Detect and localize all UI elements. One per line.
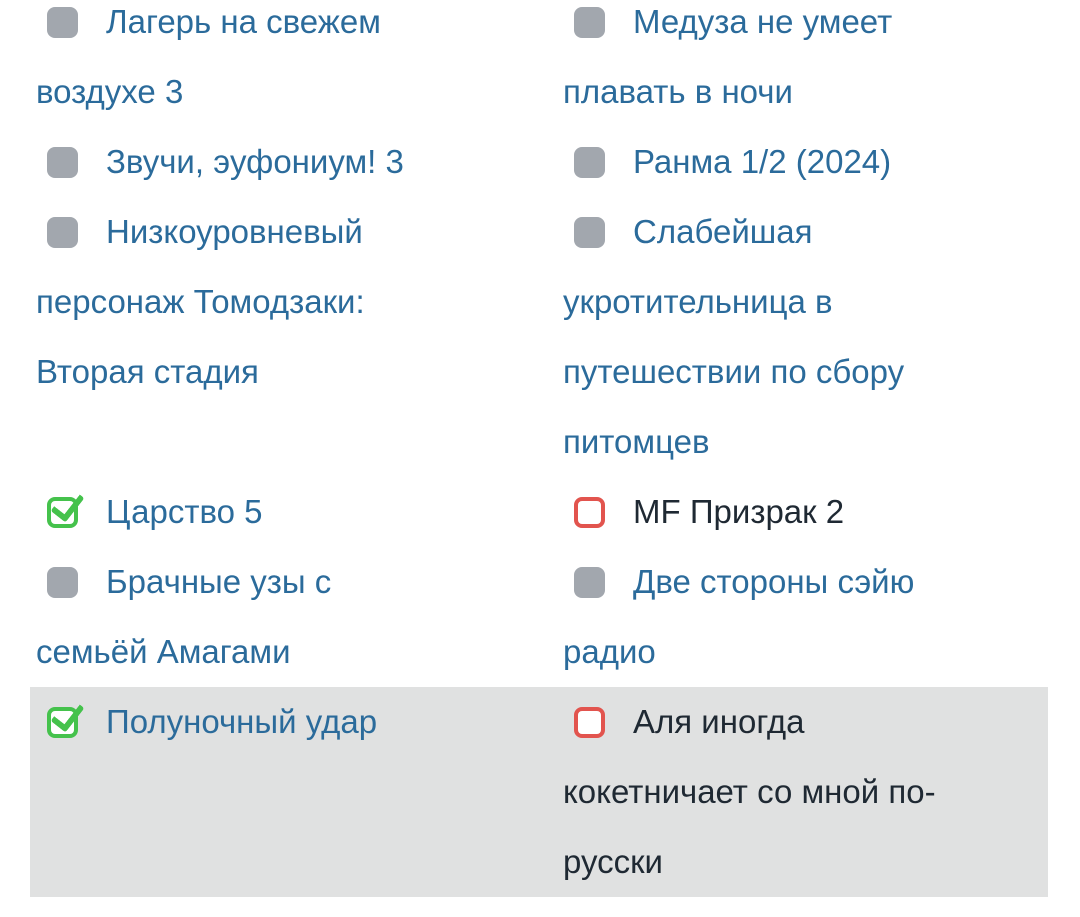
anime-checkbox[interactable] (47, 146, 78, 178)
anime-checkbox[interactable] (47, 566, 78, 598)
anime-title-link[interactable]: Медуза не умеет плавать в ночи (563, 3, 893, 110)
anime-row: Низкоуровневый персонаж Томодзаки: Втора… (30, 197, 1048, 477)
anime-title-link[interactable]: Слабейшая укротительница в путешествии п… (563, 213, 905, 460)
anime-row-highlighted: Полуночный удар Аля иногда кокетничает с… (30, 687, 1048, 897)
anime-list-item: Полуночный удар (30, 687, 557, 897)
anime-title-link[interactable]: Лагерь на свежем воздухе 3 (36, 3, 381, 110)
anime-title-link[interactable]: Две стороны сэйю радио (563, 563, 915, 670)
anime-row: Брачные узы с семьёй Амагами Две стороны… (30, 547, 1048, 687)
anime-list-item: Слабейшая укротительница в путешествии п… (557, 197, 1048, 477)
anime-list-item: Брачные узы с семьёй Амагами (30, 547, 557, 687)
anime-checkbox[interactable] (47, 706, 78, 738)
anime-checkbox[interactable] (574, 706, 605, 738)
anime-row: Звучи, эуфониум! 3 Ранма 1/2 (2024) (30, 127, 1048, 197)
anime-checkbox[interactable] (47, 216, 78, 248)
anime-title-link[interactable]: Аля иногда кокетничает со мной по- русск… (563, 703, 936, 880)
anime-title-link[interactable]: MF Призрак 2 (633, 493, 845, 530)
anime-list-item: Лагерь на свежем воздухе 3 (30, 0, 557, 127)
anime-list-item: Царство 5 (30, 477, 557, 547)
anime-checkbox[interactable] (574, 566, 605, 598)
anime-list-item: Ранма 1/2 (2024) (557, 127, 1048, 197)
anime-list-item: Звучи, эуфониум! 3 (30, 127, 557, 197)
anime-list-item: MF Призрак 2 (557, 477, 1048, 547)
anime-title-link[interactable]: Полуночный удар (106, 703, 378, 740)
anime-checkbox[interactable] (47, 6, 78, 38)
anime-checkbox[interactable] (574, 146, 605, 178)
anime-checkbox[interactable] (574, 6, 605, 38)
anime-list-item: Медуза не умеет плавать в ночи (557, 0, 1048, 127)
anime-title-link[interactable]: Низкоуровневый персонаж Томодзаки: Втора… (36, 213, 365, 390)
anime-checkbox[interactable] (574, 496, 605, 528)
anime-checklist: Лагерь на свежем воздухе 3 Медуза не уме… (30, 0, 1048, 897)
anime-list-item: Низкоуровневый персонаж Томодзаки: Втора… (30, 197, 557, 477)
anime-checkbox[interactable] (574, 216, 605, 248)
anime-title-link[interactable]: Царство 5 (106, 493, 263, 530)
anime-list-item: Две стороны сэйю радио (557, 547, 1048, 687)
anime-title-link[interactable]: Брачные узы с семьёй Амагами (36, 563, 332, 670)
anime-row: Царство 5 MF Призрак 2 (30, 477, 1048, 547)
anime-title-link[interactable]: Звучи, эуфониум! 3 (106, 143, 404, 180)
anime-list-item: Аля иногда кокетничает со мной по- русск… (557, 687, 1048, 897)
anime-row: Лагерь на свежем воздухе 3 Медуза не уме… (30, 0, 1048, 127)
anime-title-link[interactable]: Ранма 1/2 (2024) (633, 143, 892, 180)
anime-checkbox[interactable] (47, 496, 78, 528)
